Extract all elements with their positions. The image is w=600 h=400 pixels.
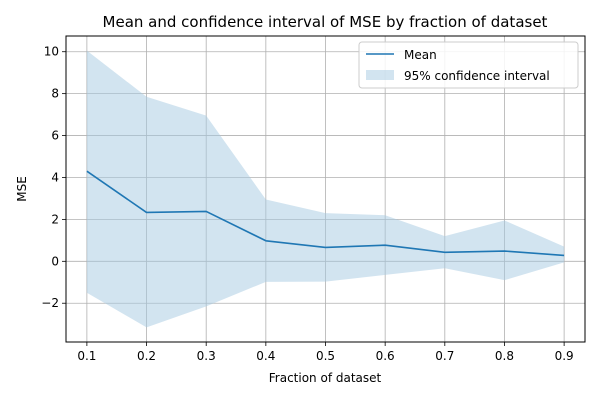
y-tick-label: 8: [51, 87, 59, 101]
legend-mean-label: Mean: [404, 48, 437, 62]
legend-box: [358, 41, 579, 89]
x-tick-label: 0.8: [495, 349, 514, 363]
x-tick-label: 0.6: [376, 349, 395, 363]
legend: Mean 95% confidence interval: [358, 41, 579, 89]
y-tick-label: 0: [51, 254, 59, 268]
x-tick-label: 0.4: [256, 349, 275, 363]
x-tick-label: 0.2: [137, 349, 156, 363]
mean-line: [86, 170, 565, 257]
x-tick-label: 0.1: [77, 349, 96, 363]
y-tick-label: 4: [51, 170, 59, 184]
legend-band-swatch: [366, 70, 394, 80]
legend-band-label: 95% confidence interval: [404, 69, 550, 83]
x-tick-label: 0.9: [555, 349, 574, 363]
x-tick-label: 0.7: [435, 349, 454, 363]
y-tick-label: 2: [51, 212, 59, 226]
chart-title: Mean and confidence interval of MSE by f…: [103, 13, 548, 31]
mean-line-layer: [86, 170, 565, 257]
y-tick-label: 6: [51, 129, 59, 143]
y-axis-label: MSE: [15, 176, 29, 202]
x-axis-ticks: 0.1 0.2 0.3 0.4 0.5 0.6 0.7 0.8 0.9: [77, 342, 574, 363]
confidence-band-layer: [86, 50, 565, 328]
y-axis-ticks: −2 0 2 4 6 8 10: [41, 45, 66, 310]
x-tick-label: 0.5: [316, 349, 335, 363]
x-tick-label: 0.3: [197, 349, 216, 363]
confidence-band: [86, 50, 565, 328]
x-axis-label: Fraction of dataset: [269, 371, 382, 385]
y-tick-label: −2: [41, 296, 59, 310]
y-tick-label: 10: [44, 45, 59, 59]
